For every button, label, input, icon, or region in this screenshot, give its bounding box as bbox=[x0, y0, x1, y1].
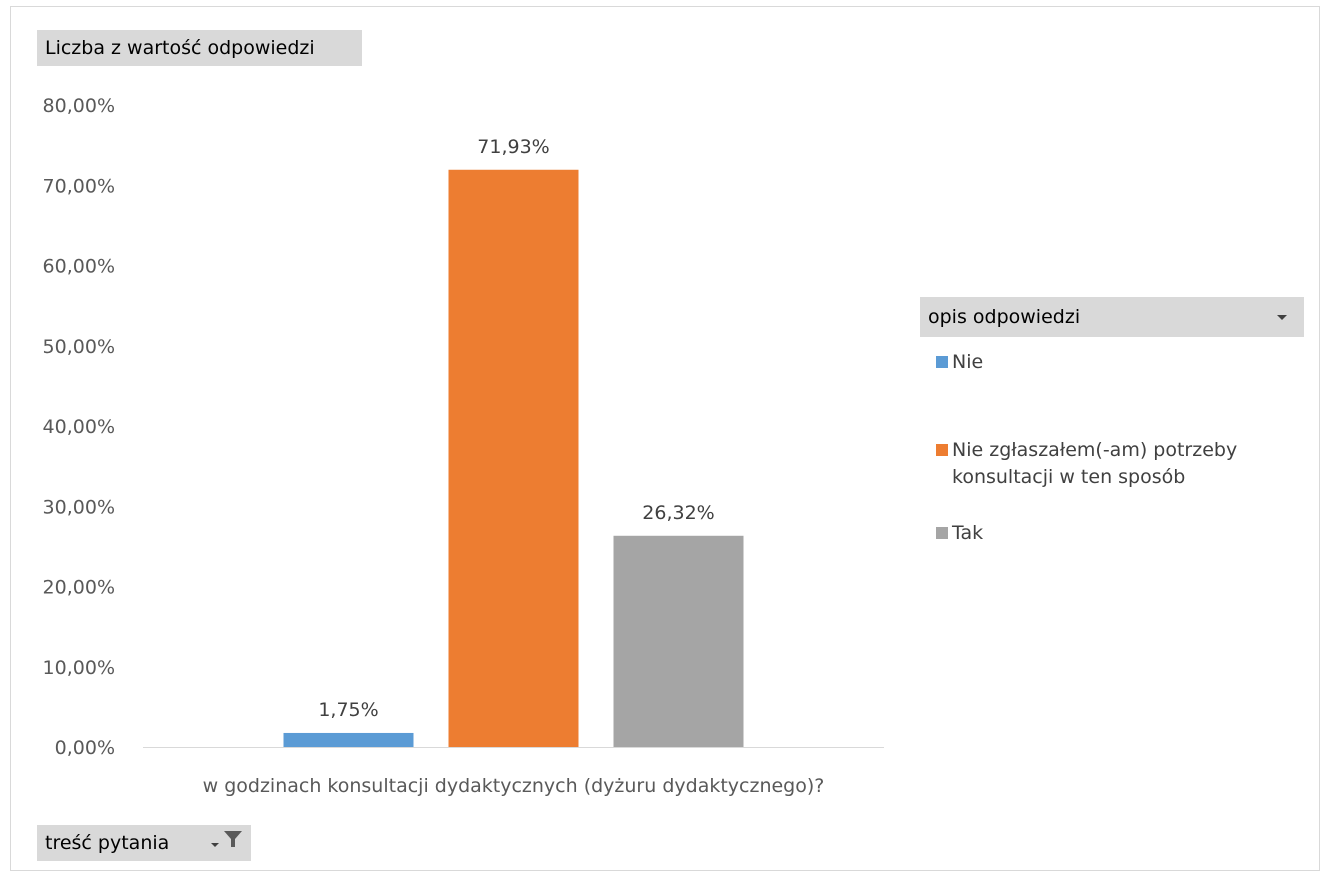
data-label: 71,93% bbox=[477, 136, 549, 158]
legend-field-button[interactable]: opis odpowiedzi bbox=[920, 297, 1304, 337]
axis-field-button[interactable]: treść pytania bbox=[37, 825, 251, 861]
y-tick-label: 0,00% bbox=[55, 737, 115, 759]
y-tick-label: 70,00% bbox=[43, 175, 115, 197]
y-tick-label: 80,00% bbox=[43, 95, 115, 117]
legend-swatch-tak bbox=[936, 527, 948, 539]
data-label: 26,32% bbox=[642, 502, 714, 524]
y-tick-label: 20,00% bbox=[43, 577, 115, 599]
y-tick-label: 30,00% bbox=[43, 496, 115, 518]
legend-label-nie: Nie bbox=[952, 351, 984, 373]
value-field-label: Liczba z wartość odpowiedzi bbox=[45, 37, 315, 59]
axis-field-label: treść pytania bbox=[45, 832, 170, 854]
legend-title: opis odpowiedzi bbox=[928, 306, 1081, 328]
bar bbox=[283, 732, 414, 747]
bar bbox=[613, 535, 744, 747]
bar bbox=[448, 169, 579, 748]
y-tick-label: 40,00% bbox=[43, 416, 115, 438]
legend-swatch-nie bbox=[936, 356, 948, 368]
dropdown-arrow-icon[interactable] bbox=[1276, 297, 1288, 351]
x-tick-label: w godzinach konsultacji dydaktycznych (d… bbox=[203, 775, 825, 797]
y-tick-label: 60,00% bbox=[43, 256, 115, 278]
legend-label-nie-zglaszalem: Nie zgłaszałem(-am) potrzeby konsultacji… bbox=[952, 439, 1238, 488]
value-field-button[interactable]: Liczba z wartość odpowiedzi bbox=[37, 30, 362, 66]
filter-icon[interactable] bbox=[223, 825, 243, 861]
y-tick-label: 50,00% bbox=[43, 336, 115, 358]
dropdown-arrow-icon[interactable] bbox=[211, 825, 220, 861]
y-tick-label: 10,00% bbox=[43, 657, 115, 679]
legend-label-tak: Tak bbox=[952, 522, 984, 544]
legend-swatch-nie-zglaszalem bbox=[936, 444, 948, 456]
data-label: 1,75% bbox=[318, 699, 378, 721]
